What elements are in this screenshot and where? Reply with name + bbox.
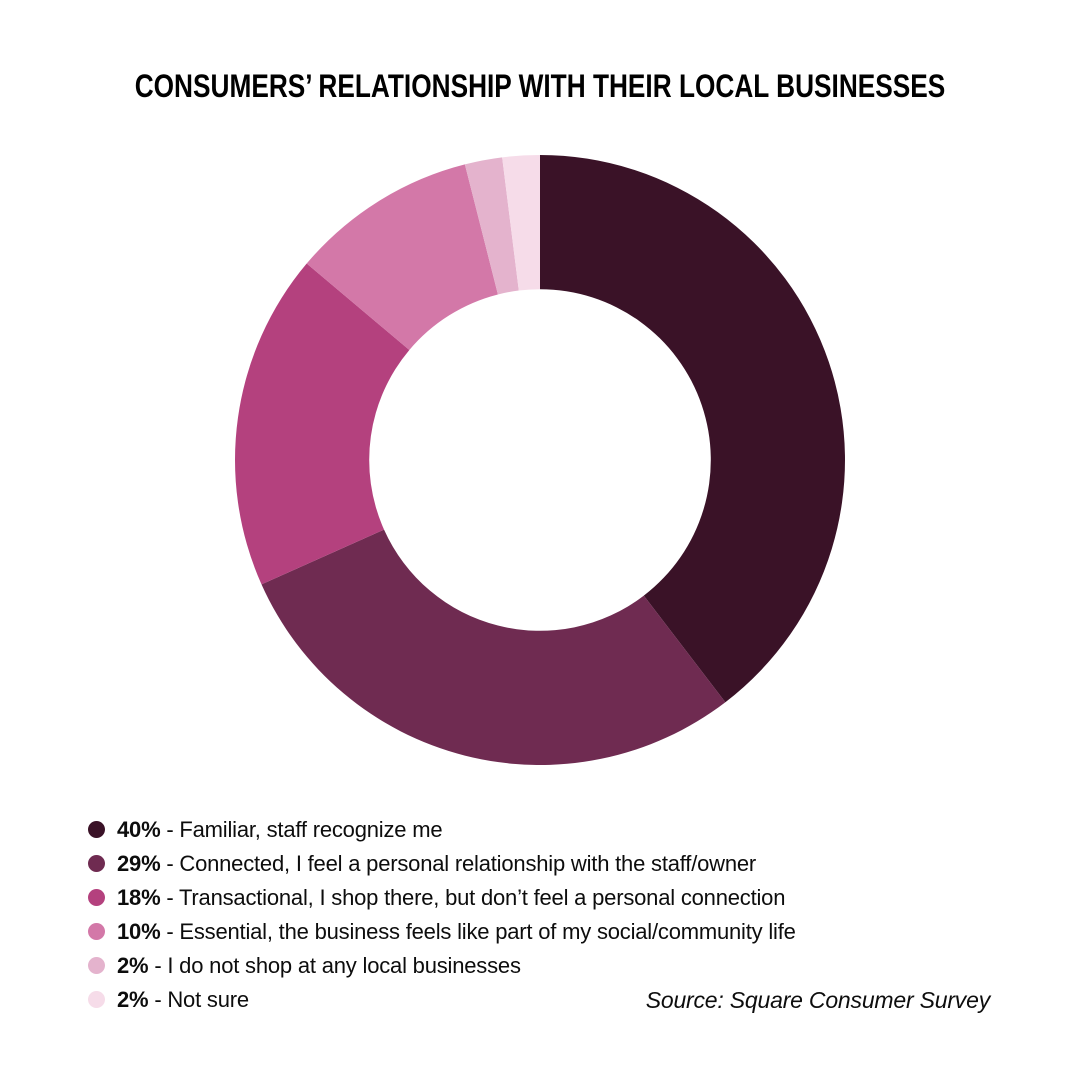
legend-percent: 2% (117, 986, 149, 1012)
legend-label: - Essential, the business feels like par… (160, 918, 796, 944)
legend-label: - Transactional, I shop there, but don’t… (160, 884, 786, 910)
legend-percent: 10% (117, 918, 161, 944)
legend-text: 18% - Transactional, I shop there, but d… (117, 885, 785, 911)
legend-item: 2% - Not sure (88, 987, 796, 1012)
donut-segment (502, 155, 540, 291)
donut-chart (235, 155, 845, 765)
legend-percent: 29% (117, 850, 161, 876)
legend-item: 10% - Essential, the business feels like… (88, 919, 796, 944)
legend-text: 29% - Connected, I feel a personal relat… (117, 851, 756, 877)
legend-swatch-icon (88, 821, 105, 838)
legend-item: 29% - Connected, I feel a personal relat… (88, 851, 796, 876)
legend-swatch-icon (88, 991, 105, 1008)
legend-percent: 2% (117, 952, 149, 978)
legend-text: 10% - Essential, the business feels like… (117, 919, 796, 945)
donut-segment (464, 157, 519, 295)
legend-swatch-icon (88, 957, 105, 974)
legend-item: 40% - Familiar, staff recognize me (88, 817, 796, 842)
legend-swatch-icon (88, 923, 105, 940)
legend-label: - I do not shop at any local businesses (148, 952, 521, 978)
legend-text: 40% - Familiar, staff recognize me (117, 816, 443, 843)
donut-segment (306, 164, 498, 350)
donut-segment (261, 529, 726, 765)
source-text: Source: Square Consumer Survey (645, 987, 990, 1013)
legend-text: 2% - Not sure (117, 987, 249, 1013)
chart-title: CONSUMERS’ RELATIONSHIP WITH THEIR LOCAL… (134, 68, 946, 104)
donut-segment (540, 155, 845, 703)
legend-item: 18% - Transactional, I shop there, but d… (88, 885, 796, 910)
legend-text: 2% - I do not shop at any local business… (117, 953, 521, 979)
legend-percent: 18% (117, 884, 161, 910)
legend-label: - Connected, I feel a personal relations… (160, 850, 757, 876)
legend-label: - Familiar, staff recognize me (160, 816, 443, 842)
legend-swatch-icon (88, 855, 105, 872)
legend-item: 2% - I do not shop at any local business… (88, 953, 796, 978)
legend-percent: 40% (117, 816, 161, 842)
legend-swatch-icon (88, 889, 105, 906)
legend-label: - Not sure (148, 986, 249, 1012)
donut-segment (235, 263, 410, 585)
legend: 40% - Familiar, staff recognize me 29% -… (88, 817, 796, 1012)
